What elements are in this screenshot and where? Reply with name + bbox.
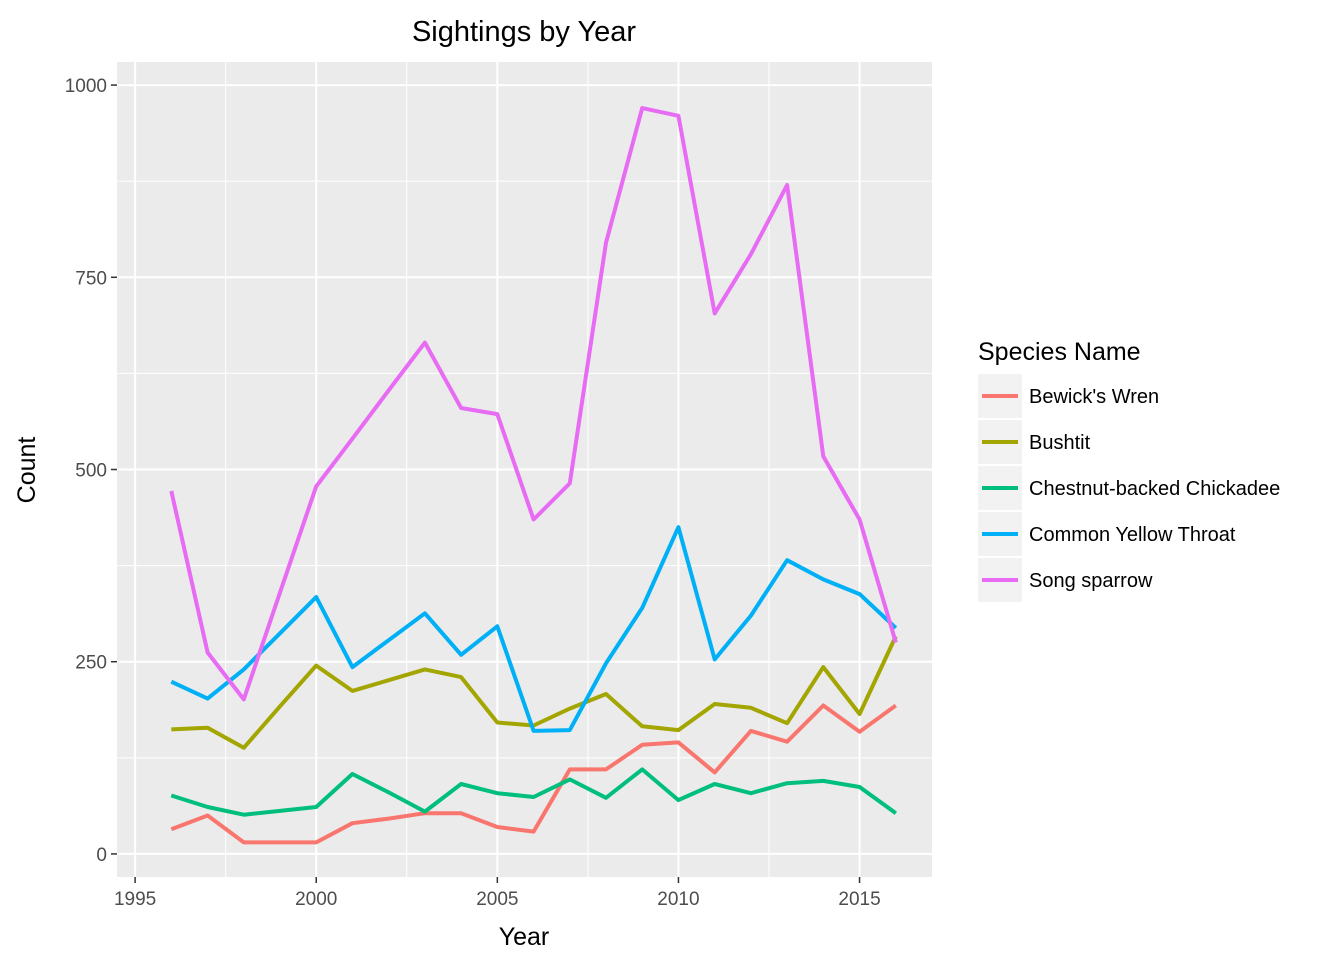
series-line-bewick-s-wren bbox=[170, 703, 897, 845]
x-tick-label: 1995 bbox=[114, 889, 156, 910]
series-line-chestnut-backed-chickadee bbox=[170, 767, 897, 817]
chart-title: Sightings by Year bbox=[412, 16, 636, 48]
x-axis-title: Year bbox=[499, 923, 550, 951]
x-tick-label: 2010 bbox=[657, 889, 699, 910]
legend-label-chestnut-backed-chickadee: Chestnut-backed Chickadee bbox=[1029, 478, 1280, 500]
y-tick-label: 0 bbox=[96, 845, 107, 866]
legend-label-bewick-s-wren: Bewick's Wren bbox=[1029, 386, 1159, 408]
y-axis-title: Count bbox=[13, 437, 41, 504]
x-tick-label: 2000 bbox=[295, 889, 337, 910]
x-axis: 1995 2000 2005 2010 2015 bbox=[114, 877, 881, 910]
y-tick-label: 1000 bbox=[65, 76, 107, 97]
legend-label-common-yellow-throat: Common Yellow Throat bbox=[1029, 524, 1236, 546]
x-tick-label: 2005 bbox=[476, 889, 518, 910]
y-axis: 0 250 500 750 1000 bbox=[65, 76, 117, 866]
series-line-song-sparrow bbox=[169, 106, 898, 702]
x-tick-label: 2015 bbox=[838, 889, 880, 910]
y-tick-label: 250 bbox=[75, 653, 107, 674]
legend: Species Name Bewick's Wren Bushtit Chestnu… bbox=[978, 338, 1280, 602]
series-line-common-yellow-throat bbox=[170, 525, 898, 733]
legend-title: Species Name bbox=[978, 338, 1141, 366]
legend-label-bushtit: Bushtit bbox=[1029, 432, 1091, 454]
legend-label-song-sparrow: Song sparrow bbox=[1029, 570, 1153, 592]
series-lines bbox=[169, 106, 898, 845]
y-tick-label: 750 bbox=[75, 268, 107, 289]
y-tick-label: 500 bbox=[75, 461, 107, 482]
major-gridlines bbox=[117, 62, 932, 877]
